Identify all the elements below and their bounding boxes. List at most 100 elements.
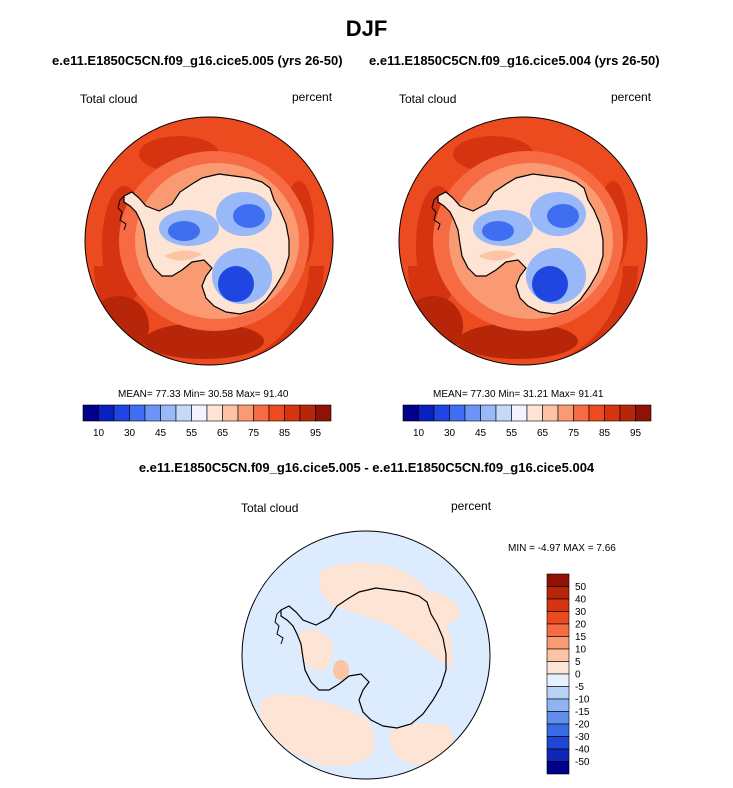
colorbar-box [253,404,270,422]
diff-stats: MIN = -4.97 MAX = 7.66 [508,543,616,554]
positive-diff-patch [421,590,461,625]
colorbar-tick-label: 15 [575,632,587,643]
colorbar-box [619,404,636,422]
peninsula-coastline [274,609,284,645]
colorbar-box [546,636,570,650]
colorbar-box [546,723,570,737]
left-colorbar: 10 30 45 55 65 75 85 95 [82,404,332,439]
subtitle-left: e.e11.E1850C5CN.f09_g16.cice5.005 (yrs 2… [52,53,343,68]
min-cloud-east [233,204,265,228]
diff-variable-label: Total cloud [241,501,299,515]
colorbar-box [144,404,161,422]
colorbar-box [546,598,570,612]
colorbar-tick-label: 50 [575,582,587,593]
colorbar-box [546,623,570,637]
max-cloud-patch-s [144,323,264,359]
colorbar-tick-label: 85 [599,428,611,439]
colorbar-tick-label: 10 [413,428,425,439]
map-boundary [241,530,491,780]
colorbar-tick-label: 20 [575,620,587,631]
min-cloud-south [532,266,568,302]
ross-ice-shelf [478,250,516,261]
map-field [242,531,490,779]
colorbar-tick-label: 45 [155,428,167,439]
peninsula-coastline [431,195,441,231]
right-colorbar: 10 30 45 55 65 75 85 95 [402,404,652,439]
colorbar-tick-label: 40 [575,595,587,606]
colorbar-tick-label: 65 [537,428,549,439]
colorbar-box [206,404,223,422]
left-variable-label: Total cloud [80,92,138,106]
colorbar-box [82,404,99,422]
colorbar-box [588,404,605,422]
colorbar-tick-label: 5 [575,657,581,668]
subtitle-right: e.e11.E1850C5CN.f09_g16.cice5.004 (yrs 2… [369,53,660,68]
colorbar-box [546,698,570,712]
diff-map [241,530,491,780]
colorbar-box [546,736,570,750]
positive-diff-patch [319,562,453,670]
colorbar-box [299,404,316,422]
colorbar-tick-label: 85 [279,428,291,439]
colorbar-tick-label: 45 [475,428,487,439]
colorbar-box [268,404,285,422]
colorbar-tick-label: -30 [575,732,590,743]
colorbar-box [546,686,570,700]
min-cloud-east [547,204,579,228]
colorbar-box [546,661,570,675]
colorbar-box [546,573,570,587]
colorbar-box [546,761,570,775]
colorbar-box [546,711,570,725]
colorbar-box [284,404,301,422]
colorbar-box [546,673,570,687]
min-cloud-west [482,221,514,241]
max-diff-patch [333,660,349,680]
colorbar-tick-label: 0 [575,670,581,681]
map-field [399,117,647,365]
colorbar-box [604,404,621,422]
colorbar-box [546,611,570,625]
colorbar-tick-label: 10 [93,428,105,439]
positive-diff-patch [259,694,375,767]
left-map [84,116,334,366]
peninsula-coastline [117,195,127,231]
colorbar-tick-label: 75 [248,428,260,439]
colorbar-tick-label: 30 [575,607,587,618]
colorbar-tick-label: -40 [575,745,590,756]
colorbar-box [546,748,570,762]
coastline [280,587,447,729]
colorbar-tick-label: -10 [575,695,590,706]
right-map [398,116,648,366]
colorbar-box [129,404,146,422]
map-field [85,117,333,365]
colorbar-box [573,404,590,422]
max-cloud-patch-s [458,323,578,359]
colorbar-tick-label: 55 [506,428,518,439]
colorbar-tick-label: 30 [444,428,456,439]
colorbar-box [511,404,528,422]
left-units-label: percent [292,90,333,104]
colorbar-tick-label: -50 [575,757,590,768]
colorbar-box [160,404,177,422]
colorbar-tick-label: 75 [568,428,580,439]
colorbar-box [526,404,543,422]
right-units-label: percent [611,90,652,104]
colorbar-box [546,586,570,600]
colorbar-tick-label: 10 [575,645,587,656]
colorbar-box [433,404,450,422]
colorbar-tick-label: -5 [575,682,584,693]
colorbar-box [542,404,559,422]
positive-diff-patch [389,723,454,765]
diff-units-label: percent [451,499,492,513]
map-boundary [84,116,334,366]
colorbar-tick-label: 30 [124,428,136,439]
coastline [123,173,290,315]
colorbar-box [495,404,512,422]
colorbar-box [191,404,208,422]
colorbar-box [222,404,239,422]
colorbar-box [480,404,497,422]
coastline [437,173,604,315]
colorbar-tick-label: 55 [186,428,198,439]
colorbar-box [113,404,130,422]
colorbar-tick-label: -15 [575,707,590,718]
